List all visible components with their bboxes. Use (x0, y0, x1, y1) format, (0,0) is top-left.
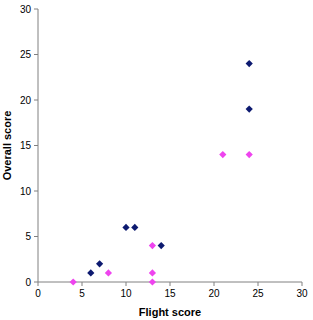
y-tick (34, 191, 38, 192)
x-tick-label: 10 (120, 288, 132, 299)
x-tick-label: 0 (35, 288, 41, 299)
point (246, 106, 253, 113)
y-tick-label: 25 (20, 49, 32, 60)
x-tick (214, 282, 215, 286)
y-tick (34, 236, 38, 237)
x-tick (38, 282, 39, 286)
y-tick-label: 20 (20, 95, 32, 106)
point (122, 224, 129, 231)
points (70, 60, 253, 286)
point (96, 260, 103, 267)
point (131, 224, 138, 231)
y-tick-label: 0 (25, 277, 31, 288)
x-tick (258, 282, 259, 286)
y-tick-label: 30 (20, 4, 32, 15)
point (246, 151, 253, 158)
y-tick (34, 145, 38, 146)
y-tick (34, 54, 38, 55)
y-tick (34, 9, 38, 10)
y-tick-label: 15 (20, 140, 32, 151)
y-tick (34, 100, 38, 101)
chart: 0 5 10 15 20 25 30 0 5 10 15 20 25 30 Flight score Over… (0, 0, 313, 320)
point (149, 278, 156, 285)
y-tick-label: 10 (20, 186, 32, 197)
point (246, 60, 253, 67)
point (149, 269, 156, 276)
point (87, 269, 94, 276)
point (219, 151, 226, 158)
point (105, 269, 112, 276)
point (158, 242, 165, 249)
x-tick-label: 15 (164, 288, 176, 299)
x-axis-title: Flight score (139, 306, 201, 318)
y-axis-title: Overall score (1, 111, 13, 181)
x-tick-label: 20 (208, 288, 220, 299)
x-tick-label: 30 (296, 288, 308, 299)
x-tick (82, 282, 83, 286)
point (149, 242, 156, 249)
x-tick-label: 5 (79, 288, 85, 299)
x-tick (302, 282, 303, 286)
y-tick (34, 282, 38, 283)
x-tick-label: 25 (252, 288, 264, 299)
point (70, 278, 77, 285)
x-tick (170, 282, 171, 286)
x-tick (126, 282, 127, 286)
y-tick-label: 5 (25, 231, 31, 242)
